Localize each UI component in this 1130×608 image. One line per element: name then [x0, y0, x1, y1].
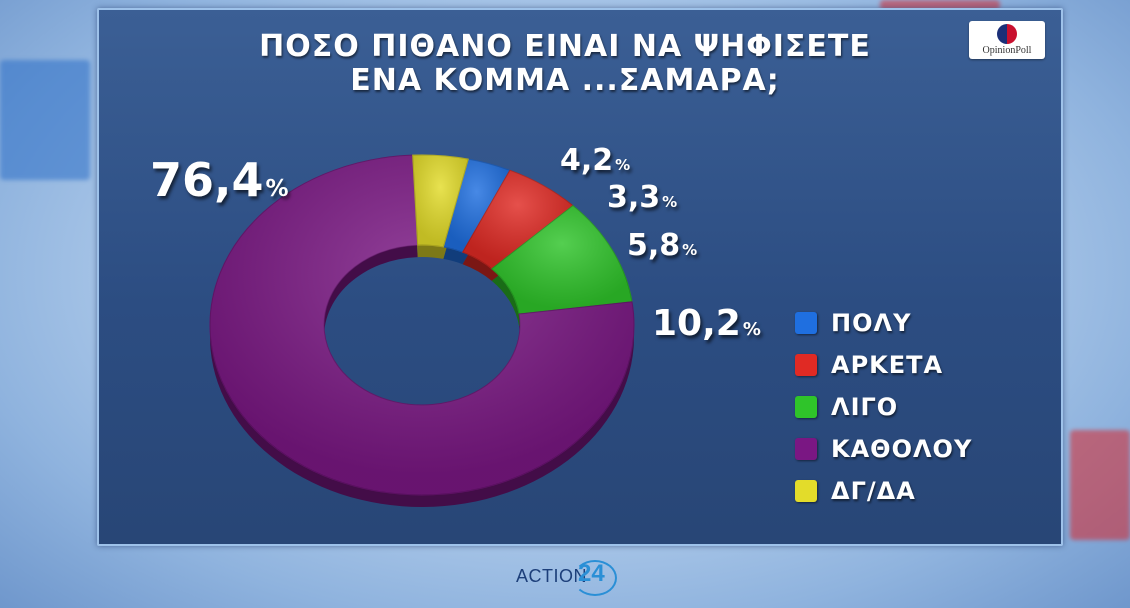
legend-swatch	[795, 354, 817, 376]
action24-brand: ACTION	[516, 566, 588, 586]
data-label-3: 10,2%	[652, 303, 761, 344]
slice-shade-2	[462, 170, 573, 269]
data-label-4: 76,4%	[150, 153, 289, 207]
slice-shade-5	[412, 154, 469, 247]
legend-swatch	[795, 480, 817, 502]
data-label-value: 5,8	[627, 228, 681, 263]
slice-shade-3	[491, 205, 633, 315]
legend-item-4: ΚΑΘΟΛΟΥ	[795, 428, 972, 470]
chart-legend: ΠΟΛΥ ΑΡΚΕΤΑ ΛΙΓΟ ΚΑΘΟΛΟΥ ΔΓ/ΔΑ	[795, 302, 972, 512]
action24-number: 24	[578, 560, 605, 587]
data-label-2: 5,8%	[627, 228, 697, 263]
slice-shade-1	[443, 159, 510, 253]
title-line-1: ΠΟΣΟ ΠΙΘΑΝΟ ΕΙΝΑΙ ΝΑ ΨΗΦΙΣΕΤΕ	[259, 29, 871, 64]
opinionpoll-logo: OpinionPoll	[969, 21, 1045, 59]
background-stripe-right	[1070, 430, 1130, 540]
data-label-value: 10,2	[652, 303, 741, 344]
data-label-unit: %	[265, 176, 289, 202]
legend-label: ΚΑΘΟΛΟΥ	[831, 435, 973, 463]
opinionpoll-logo-text: OpinionPoll	[982, 45, 1032, 56]
data-label-unit: %	[662, 193, 678, 211]
legend-label: ΑΡΚΕΤΑ	[831, 351, 944, 379]
legend-item-1: ΠΟΛΥ	[795, 302, 972, 344]
data-label-unit: %	[682, 241, 698, 259]
legend-label: ΔΓ/ΔΑ	[831, 477, 916, 505]
opinionpoll-logo-mark	[997, 24, 1017, 44]
legend-item-5: ΔΓ/ΔΑ	[795, 470, 972, 512]
legend-label: ΠΟΛΥ	[831, 309, 912, 337]
data-label-1: 3,3%	[607, 180, 677, 215]
legend-swatch	[795, 396, 817, 418]
legend-swatch	[795, 438, 817, 460]
background-stripe-top	[880, 0, 1000, 10]
title-line-2: ΕΝΑ ΚΟΜΜΑ ...ΣΑΜΑΡΑ;	[350, 63, 780, 98]
data-label-unit: %	[742, 319, 761, 340]
data-label-value: 76,4	[150, 153, 264, 207]
legend-label: ΛΙΓΟ	[831, 393, 899, 421]
action24-ring-icon	[573, 560, 617, 596]
data-label-value: 3,3	[607, 180, 661, 215]
data-label-value: 4,2	[560, 143, 614, 178]
action24-logo: ACTION 24	[516, 560, 626, 596]
legend-item-3: ΛΙΓΟ	[795, 386, 972, 428]
chart-title: ΠΟΣΟ ΠΙΘΑΝΟ ΕΙΝΑΙ ΝΑ ΨΗΦΙΣΕΤΕ ΕΝΑ ΚΟΜΜΑ …	[0, 30, 1130, 98]
data-label-unit: %	[615, 156, 631, 174]
slice-shade-4	[210, 155, 635, 495]
background-stripe-left	[0, 60, 90, 180]
data-label-5: 4,2%	[560, 143, 630, 178]
legend-item-2: ΑΡΚΕΤΑ	[795, 344, 972, 386]
legend-swatch	[795, 312, 817, 334]
